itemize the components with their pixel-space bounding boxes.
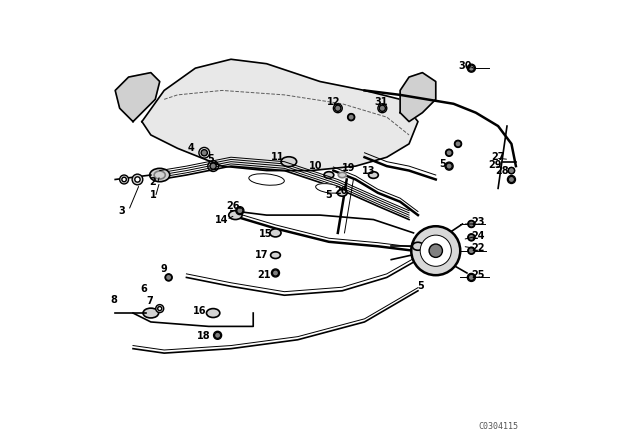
- Circle shape: [446, 150, 452, 156]
- Text: 12: 12: [326, 97, 340, 107]
- Ellipse shape: [337, 190, 347, 196]
- Circle shape: [420, 235, 451, 266]
- Circle shape: [446, 163, 452, 169]
- Circle shape: [237, 207, 243, 214]
- Text: C0304115: C0304115: [478, 422, 518, 431]
- Circle shape: [273, 270, 278, 276]
- Circle shape: [468, 65, 474, 71]
- Text: 26: 26: [227, 201, 240, 211]
- Text: 5: 5: [439, 159, 446, 169]
- Ellipse shape: [143, 308, 159, 318]
- Ellipse shape: [207, 309, 220, 318]
- Text: 8: 8: [111, 295, 118, 305]
- Circle shape: [468, 274, 474, 280]
- Text: 5: 5: [417, 281, 424, 291]
- Text: 10: 10: [308, 161, 323, 171]
- Text: 16: 16: [193, 306, 207, 316]
- Circle shape: [156, 305, 164, 313]
- Text: 31: 31: [374, 97, 388, 107]
- Circle shape: [210, 163, 216, 169]
- Polygon shape: [142, 59, 418, 171]
- Circle shape: [135, 177, 140, 182]
- Circle shape: [455, 141, 461, 147]
- Text: 5: 5: [207, 155, 214, 164]
- Ellipse shape: [412, 242, 424, 250]
- Text: 21: 21: [257, 270, 271, 280]
- Text: 1: 1: [150, 190, 156, 200]
- Text: 28: 28: [495, 167, 508, 177]
- Ellipse shape: [339, 172, 346, 178]
- Circle shape: [214, 332, 221, 338]
- Text: 5: 5: [326, 190, 332, 200]
- Ellipse shape: [249, 174, 284, 185]
- Ellipse shape: [281, 157, 296, 167]
- Circle shape: [508, 168, 515, 174]
- Text: 17: 17: [255, 250, 268, 260]
- Ellipse shape: [324, 172, 334, 178]
- Circle shape: [468, 221, 474, 227]
- Circle shape: [132, 174, 143, 185]
- Text: 4: 4: [188, 143, 195, 153]
- Circle shape: [348, 114, 355, 120]
- Ellipse shape: [271, 252, 280, 258]
- Circle shape: [468, 234, 474, 241]
- Circle shape: [412, 226, 460, 275]
- Ellipse shape: [150, 168, 170, 182]
- Circle shape: [201, 150, 207, 156]
- Text: 13: 13: [362, 166, 376, 176]
- Circle shape: [335, 105, 341, 112]
- Text: 19: 19: [342, 164, 356, 173]
- Text: 25: 25: [471, 270, 485, 280]
- Text: 27: 27: [492, 152, 505, 162]
- Text: 3: 3: [118, 206, 125, 215]
- Text: 6: 6: [141, 284, 147, 293]
- Polygon shape: [115, 73, 160, 121]
- Circle shape: [429, 244, 442, 258]
- Ellipse shape: [270, 229, 281, 237]
- Circle shape: [157, 306, 162, 310]
- Text: 11: 11: [271, 152, 284, 162]
- Circle shape: [166, 274, 172, 280]
- Ellipse shape: [228, 211, 242, 220]
- Text: 30: 30: [458, 61, 472, 71]
- Text: 24: 24: [471, 231, 485, 241]
- Polygon shape: [400, 73, 436, 121]
- Ellipse shape: [369, 172, 378, 178]
- Circle shape: [508, 177, 515, 183]
- Circle shape: [380, 105, 385, 112]
- Text: 15: 15: [259, 229, 273, 239]
- Circle shape: [120, 175, 129, 184]
- Ellipse shape: [316, 184, 342, 193]
- Text: 22: 22: [471, 243, 485, 254]
- Text: 29: 29: [488, 160, 501, 170]
- Text: 7: 7: [147, 296, 154, 306]
- Text: 20: 20: [335, 185, 348, 196]
- Text: 2: 2: [150, 177, 156, 187]
- Text: 23: 23: [471, 217, 485, 227]
- Circle shape: [468, 248, 474, 254]
- Text: 14: 14: [215, 215, 229, 224]
- Ellipse shape: [154, 171, 165, 179]
- Circle shape: [122, 177, 126, 182]
- Text: 9: 9: [161, 263, 168, 274]
- Text: 18: 18: [197, 331, 211, 341]
